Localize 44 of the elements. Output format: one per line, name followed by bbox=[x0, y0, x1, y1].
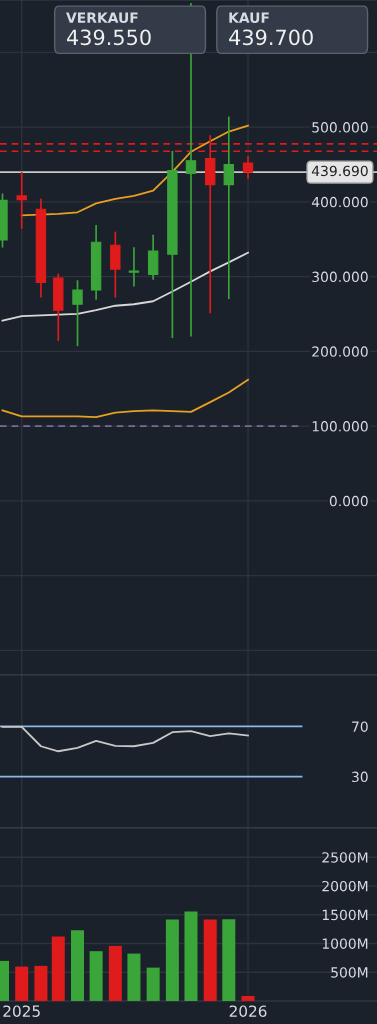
annotation: 439.550 bbox=[66, 29, 151, 46]
candlestick bbox=[147, 234, 159, 280]
candlestick bbox=[128, 247, 140, 287]
y-tick-label: 0.000 bbox=[329, 495, 368, 507]
x-tick-label: 2025 bbox=[3, 1005, 40, 1017]
bar bbox=[34, 965, 48, 1001]
y-tick-label: 1000M bbox=[322, 938, 368, 949]
line-series bbox=[1, 378, 249, 419]
line-series bbox=[1, 251, 249, 322]
annotation: 439.700 bbox=[229, 29, 313, 46]
bar bbox=[108, 945, 122, 1001]
candlestick bbox=[110, 231, 121, 298]
bar bbox=[71, 930, 85, 1001]
candlestick bbox=[242, 156, 254, 179]
bar bbox=[89, 951, 103, 1001]
bar bbox=[51, 936, 65, 1001]
y-tick-label: 300.000 bbox=[312, 271, 368, 283]
x-tick-label: 2026 bbox=[229, 1005, 267, 1017]
bar bbox=[165, 919, 179, 1001]
y-tick-label: 100.000 bbox=[312, 421, 368, 432]
y-tick-label: 30 bbox=[352, 771, 368, 783]
annotation: KAUF bbox=[229, 12, 269, 23]
bar bbox=[127, 953, 141, 1001]
bar bbox=[184, 911, 198, 1001]
bar bbox=[146, 967, 160, 1001]
bar bbox=[241, 995, 255, 1001]
bar bbox=[203, 919, 217, 1001]
candlestick bbox=[16, 171, 27, 229]
line-series bbox=[1, 725, 249, 753]
line-series bbox=[20, 124, 249, 217]
candlestick bbox=[72, 280, 83, 347]
y-tick-label: 2000M bbox=[322, 880, 368, 892]
annotation: VERKAUF bbox=[66, 12, 138, 23]
y-tick-label: 500.000 bbox=[312, 122, 368, 133]
y-tick-label: 70 bbox=[352, 721, 368, 732]
y-tick-label: 2500M bbox=[322, 852, 368, 863]
y-tick-label: 200.000 bbox=[312, 346, 368, 357]
ref-line-label: 439.690 bbox=[311, 165, 368, 177]
y-tick-label: 400.000 bbox=[311, 196, 368, 208]
candlestick bbox=[223, 116, 235, 300]
y-tick-label: 1500M bbox=[322, 909, 368, 921]
bar bbox=[15, 966, 29, 1001]
bar bbox=[222, 919, 236, 1001]
y-tick-label: 500M bbox=[331, 967, 368, 978]
